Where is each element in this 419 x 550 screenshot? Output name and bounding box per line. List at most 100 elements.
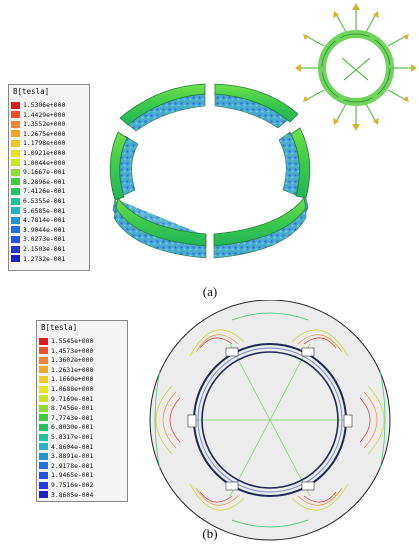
legend-value: 6.8030e-001 (51, 423, 94, 432)
legend-value: 1.1660e+000 (51, 375, 94, 384)
legend-a-title: B[tesla] (13, 87, 50, 96)
legend-value: 9.1667e-001 (23, 168, 66, 177)
legend-row: 1.0688e+000 (39, 385, 93, 393)
legend-value: 6.5355e-001 (23, 197, 66, 205)
legend-value: 1.5545e+000 (51, 337, 94, 345)
legend-swatch (39, 404, 48, 412)
legend-row: 4.8604e-001 (39, 443, 93, 451)
legend-row: 3.8605e-004 (39, 491, 93, 499)
legend-swatch (11, 187, 20, 195)
panel-a: B[tesla] 1.5306e+000 1.4429e+000 1.3552e+0… (8, 3, 417, 299)
legend-swatch (39, 423, 48, 431)
legend-value: 8.7456e-001 (51, 404, 94, 413)
legend-swatch (39, 433, 48, 441)
legend-row: 9.7516e-002 (39, 481, 93, 489)
magnetization-arrows-diagram (295, 3, 417, 131)
legend-row: 4.7814e-001 (11, 216, 65, 224)
legend-swatch (11, 120, 20, 128)
legend-row: 1.1798e+000 (11, 139, 65, 147)
legend-swatch (11, 178, 20, 186)
legend-row: 3.9044e-001 (11, 226, 65, 234)
legend-value: 9.7516e-002 (51, 481, 94, 489)
legend-value: 3.0273e-001 (23, 235, 66, 244)
legend-row: 7.7743e-001 (39, 414, 93, 422)
legend-value: 1.4573e+000 (51, 346, 94, 355)
legend-swatch (11, 226, 20, 234)
legend-row: 6.5355e-001 (11, 197, 65, 205)
legend-row: 8.7456e-001 (39, 404, 93, 412)
legend-row: 9.1667e-001 (11, 168, 65, 176)
legend-swatch (11, 235, 20, 243)
legend-row: 1.9465e-001 (39, 471, 93, 479)
legend-swatch (39, 443, 48, 451)
legend-row: 1.2675e+000 (11, 130, 65, 138)
legend-value: 1.0688e+000 (51, 385, 94, 393)
legend-a: B[tesla] 1.5306e+000 1.4429e+000 1.3552e+0… (8, 84, 90, 271)
legend-row: 1.2631e+000 (39, 366, 93, 374)
legend-value: 5.8317e-001 (51, 433, 94, 441)
ring-segments (109, 83, 311, 259)
legend-swatch (39, 395, 48, 403)
legend-row: 8.2896e-001 (11, 178, 65, 186)
legend-swatch (11, 245, 20, 253)
legend-value: 3.9044e-001 (23, 225, 66, 234)
legend-swatch (11, 207, 20, 215)
legend-value: 7.7743e-001 (51, 413, 94, 422)
legend-row: 1.4429e+000 (11, 111, 65, 119)
legend-row: 1.2732e-001 (11, 255, 65, 263)
legend-b-title: B[tesla] (41, 323, 78, 332)
legend-row: 1.0921e+000 (11, 149, 65, 157)
legend-swatch (39, 491, 48, 499)
legend-swatch (39, 337, 48, 345)
legend-value: 8.2896e-001 (23, 177, 66, 186)
legend-swatch (39, 385, 48, 393)
legend-swatch (39, 347, 48, 355)
legend-swatch (39, 481, 48, 489)
legend-row: 5.6585e-001 (11, 207, 65, 215)
legend-b: B[tesla] 1.5545e+000 1.4573e+000 1.3602e+0… (36, 320, 128, 502)
legend-row: 3.8891e-001 (39, 452, 93, 460)
legend-swatch (39, 471, 48, 479)
panel-b: B[tesla] 1.5545e+000 1.4573e+000 1.3602e+0… (0, 300, 419, 550)
legend-swatch (39, 462, 48, 470)
legend-swatch (11, 255, 20, 263)
legend-value: 1.2631e+000 (51, 365, 94, 374)
legend-value: 7.4126e-001 (23, 187, 66, 196)
legend-row: 7.4126e-001 (11, 187, 65, 195)
legend-swatch (39, 452, 48, 460)
legend-row: 5.8317e-001 (39, 433, 93, 441)
legend-value: 1.1798e+000 (23, 139, 66, 148)
legend-swatch (11, 101, 20, 109)
legend-value: 1.3552e+000 (23, 120, 66, 129)
legend-swatch (11, 216, 20, 224)
legend-swatch (11, 130, 20, 138)
legend-row: 1.1660e+000 (39, 375, 93, 383)
legend-value: 4.7814e-001 (23, 216, 66, 225)
legend-value: 2.9178e-001 (51, 461, 94, 470)
legend-value: 3.8891e-001 (51, 452, 94, 461)
legend-row: 2.1503e-001 (11, 245, 65, 253)
legend-value: 1.3602e+000 (51, 356, 94, 365)
legend-row: 1.0044e+000 (11, 159, 65, 167)
legend-row: 1.3552e+000 (11, 120, 65, 128)
legend-value: 1.9465e-001 (51, 471, 94, 480)
legend-value: 5.6585e-001 (23, 206, 66, 215)
legend-swatch (39, 366, 48, 374)
legend-value: 4.8604e-001 (51, 442, 94, 451)
legend-row: 9.7169e-001 (39, 395, 93, 403)
legend-value: 3.8605e-004 (51, 490, 94, 499)
legend-swatch (39, 375, 48, 383)
legend-row: 2.9178e-001 (39, 462, 93, 470)
cross-section-figure (149, 300, 391, 541)
caption-b: (b) (202, 526, 218, 541)
legend-swatch (11, 197, 20, 205)
legend-swatch (11, 139, 20, 147)
legend-swatch (11, 159, 20, 167)
legend-value: 9.7169e-001 (51, 394, 94, 403)
legend-value: 1.0044e+000 (23, 158, 66, 167)
legend-row: 1.5545e+000 (39, 337, 93, 345)
legend-swatch (39, 356, 48, 364)
legend-swatch (39, 414, 48, 422)
legend-value: 1.5306e+000 (23, 101, 66, 109)
legend-row: 6.8030e-001 (39, 423, 93, 431)
